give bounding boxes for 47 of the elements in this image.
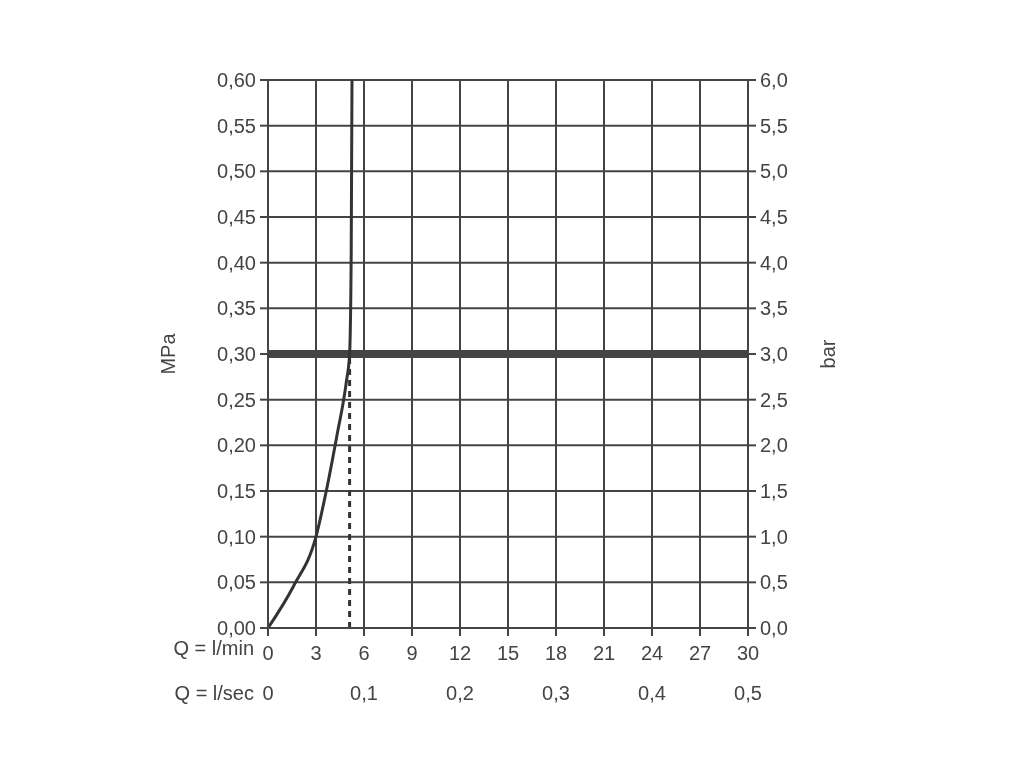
x-tick-label: 21 (592, 642, 616, 665)
y-tick-label: 0,20 (217, 434, 256, 457)
y-tick-label: 0,60 (217, 69, 256, 92)
y2-tick-label: 0,5 (760, 571, 788, 594)
y2-tick-label: 2,0 (760, 434, 788, 457)
y2-tick-label: 3,0 (760, 343, 788, 366)
x-tick-label: 0 (262, 642, 274, 665)
y2-tick-label: 6,0 (760, 69, 788, 92)
y2-tick-label: 4,5 (760, 206, 788, 229)
y-axis-title: MPa (157, 332, 180, 375)
x-tick-label: 18 (544, 642, 568, 665)
x2-tick-label: 0,1 (350, 682, 378, 704)
y-tick-label: 0,40 (217, 251, 256, 274)
y2-tick-label: 2,5 (760, 388, 788, 411)
x-tick-label: 30 (736, 642, 760, 665)
x-tick-label: 15 (496, 642, 520, 665)
x-tick-label: 9 (406, 642, 418, 665)
x-tick-label: 12 (448, 642, 472, 665)
y2-tick-label: 0,0 (760, 617, 788, 640)
x-tick-label: 6 (358, 642, 370, 665)
x-axis-title: Q = l/min (173, 637, 254, 660)
y2-tick-label: 1,0 (760, 525, 788, 548)
x-tick-label: 3 (310, 642, 322, 665)
y-tick-label: 0,55 (217, 114, 256, 137)
y2-tick-label: 5,0 (760, 160, 788, 183)
x2-tick-label: 0,3 (542, 682, 570, 704)
y-tick-label: 0,05 (217, 571, 256, 594)
x-tick-label: 27 (688, 642, 712, 665)
y-tick-label: 0,10 (217, 525, 256, 548)
y-tick-label: 0,50 (217, 160, 256, 183)
y2-tick-label: 4,0 (760, 251, 788, 274)
y-tick-label: 0,00 (217, 617, 256, 640)
y2-tick-label: 5,5 (760, 114, 788, 137)
y-tick-label: 0,15 (217, 480, 256, 503)
y2-tick-label: 3,5 (760, 297, 788, 320)
y2-tick-label: 1,5 (760, 480, 788, 503)
y-tick-label: 0,35 (217, 297, 256, 320)
x2-tick-label: 0 (262, 682, 274, 704)
y-tick-label: 0,30 (217, 343, 256, 366)
y2-axis-title: bar (817, 339, 840, 369)
x2-tick-label: 0,4 (638, 682, 666, 704)
x2-tick-label: 0,2 (446, 682, 474, 704)
y-tick-label: 0,25 (217, 388, 256, 411)
y-tick-label: 0,45 (217, 206, 256, 229)
x2-axis-title: Q = l/sec (174, 682, 254, 704)
x-tick-label: 24 (640, 642, 664, 665)
x2-tick-label: 0,5 (734, 682, 762, 704)
